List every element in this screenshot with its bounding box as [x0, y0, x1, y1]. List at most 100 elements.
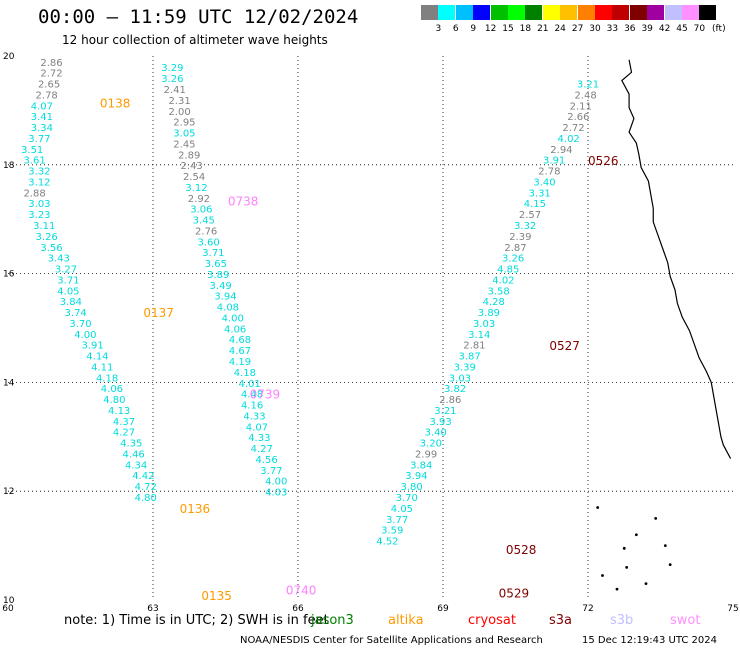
legend-swatch [595, 5, 612, 20]
page-title: 00:00 – 11:59 UTC 12/02/2024 [38, 6, 359, 28]
legend-swatch [629, 5, 647, 20]
swh-value: 3.39 [454, 362, 476, 373]
swh-value: 3.21 [434, 406, 456, 417]
swh-value: 3.40 [533, 177, 555, 188]
swh-value: 4.46 [123, 449, 145, 460]
swh-value: 2.76 [195, 226, 217, 237]
legend-swatch [560, 5, 578, 20]
swh-value: 3.40 [425, 428, 447, 439]
swh-value: 4.00 [265, 477, 287, 488]
swh-value: 3.12 [28, 177, 50, 188]
legend-swatch [612, 5, 630, 20]
legend-label: 18 [519, 24, 532, 34]
legend-label: 15 [502, 24, 514, 34]
legend-swatch [577, 5, 595, 20]
legend-swatch [525, 5, 543, 20]
swh-value: 2.41 [164, 85, 186, 96]
swh-value: 3.91 [81, 341, 103, 352]
swh-value: 3.82 [444, 384, 466, 395]
swh-value: 4.14 [86, 352, 108, 363]
pass-label: 0135 [201, 589, 232, 603]
swh-value: 4.02 [558, 134, 580, 145]
y-tick-label: 14 [3, 378, 15, 388]
legend-label: (ft) [712, 24, 726, 34]
legend-swatch [542, 5, 560, 20]
island-marker [615, 587, 619, 591]
swh-value: 4.85 [497, 265, 519, 276]
swh-value: 4.01 [239, 379, 261, 390]
x-tick-label: 69 [437, 604, 449, 614]
swh-value: 4.72 [135, 482, 157, 493]
swh-value: 2.11 [570, 101, 592, 112]
mission-s3a: s3a [549, 613, 573, 628]
legend-label: 21 [537, 24, 549, 34]
legend-label: 6 [452, 24, 459, 34]
island-marker [634, 533, 638, 537]
legend-label: 9 [470, 24, 477, 34]
swh-value: 3.32 [28, 167, 50, 178]
swh-value: 4.19 [229, 357, 251, 368]
legend-label: 36 [624, 24, 636, 34]
swh-value: 3.70 [69, 319, 91, 330]
legend-label: 24 [554, 24, 566, 34]
swh-value: 2.78 [538, 167, 560, 178]
swh-value: 3.43 [48, 254, 70, 265]
swh-value: 3.14 [468, 330, 490, 341]
swh-value: 3.89 [478, 308, 500, 319]
legend-swatch [699, 5, 717, 20]
pass-label: 0137 [143, 306, 174, 320]
swh-value: 4.06 [224, 324, 246, 335]
swh-value: 3.87 [458, 352, 480, 363]
legend-label: 3 [435, 24, 442, 34]
swh-value: 3.91 [543, 156, 565, 167]
swh-value: 3.03 [449, 373, 471, 384]
x-tick-label: 75 [727, 604, 738, 614]
swh-value: 3.59 [381, 526, 403, 537]
footer-note: note: 1) Time is in UTC; 2) SWH is in fe… [64, 613, 329, 628]
swh-value: 4.80 [103, 395, 125, 406]
legend-swatch [455, 5, 473, 20]
swh-value: 4.15 [524, 199, 546, 210]
swh-value: 2.54 [183, 172, 205, 183]
island-marker [622, 546, 626, 550]
swh-value: 3.60 [197, 237, 219, 248]
swh-value: 2.00 [168, 107, 190, 118]
y-tick-label: 18 [3, 161, 15, 171]
y-tick-label: 12 [3, 487, 14, 497]
swh-value: 3.71 [57, 275, 79, 286]
swh-value: 3.26 [502, 254, 524, 265]
swh-value: 4.05 [57, 286, 79, 297]
swh-value: 3.84 [410, 460, 432, 471]
mission-altika: altika [388, 613, 424, 628]
swh-value: 3.21 [577, 80, 599, 91]
swh-value: 3.94 [214, 292, 236, 303]
swh-value: 2.66 [567, 112, 589, 123]
x-tick-label: 60 [2, 604, 14, 614]
swh-value: 4.07 [31, 101, 53, 112]
island-marker [625, 565, 629, 569]
swh-value: 2.43 [181, 161, 203, 172]
swh-value: 2.78 [36, 90, 58, 101]
swh-value: 4.02 [492, 275, 514, 286]
swh-value: 3.74 [65, 308, 87, 319]
swh-value: 3.77 [260, 466, 282, 477]
swh-value: 3.51 [21, 145, 43, 156]
swh-value: 3.05 [173, 129, 195, 140]
swh-value: 3.29 [161, 63, 183, 74]
swh-value: 2.65 [38, 80, 60, 91]
mission-s3b: s3b [610, 613, 634, 628]
swh-value: 2.86 [40, 58, 62, 69]
swh-value: 4.33 [243, 411, 265, 422]
swh-value: 4.03 [265, 488, 287, 499]
swh-value: 4.80 [135, 493, 157, 504]
pass-label: 0528 [506, 543, 537, 557]
swh-value: 3.26 [36, 232, 58, 243]
legend-label: 12 [484, 24, 497, 34]
swh-value: 4.06 [101, 384, 123, 395]
legend-label: 30 [589, 24, 601, 34]
swh-value: 2.86 [439, 395, 461, 406]
x-tick-label: 72 [582, 604, 593, 614]
swh-value: 4.42 [132, 471, 154, 482]
swh-value: 3.71 [202, 248, 224, 259]
swh-value: 4.48 [241, 390, 263, 401]
